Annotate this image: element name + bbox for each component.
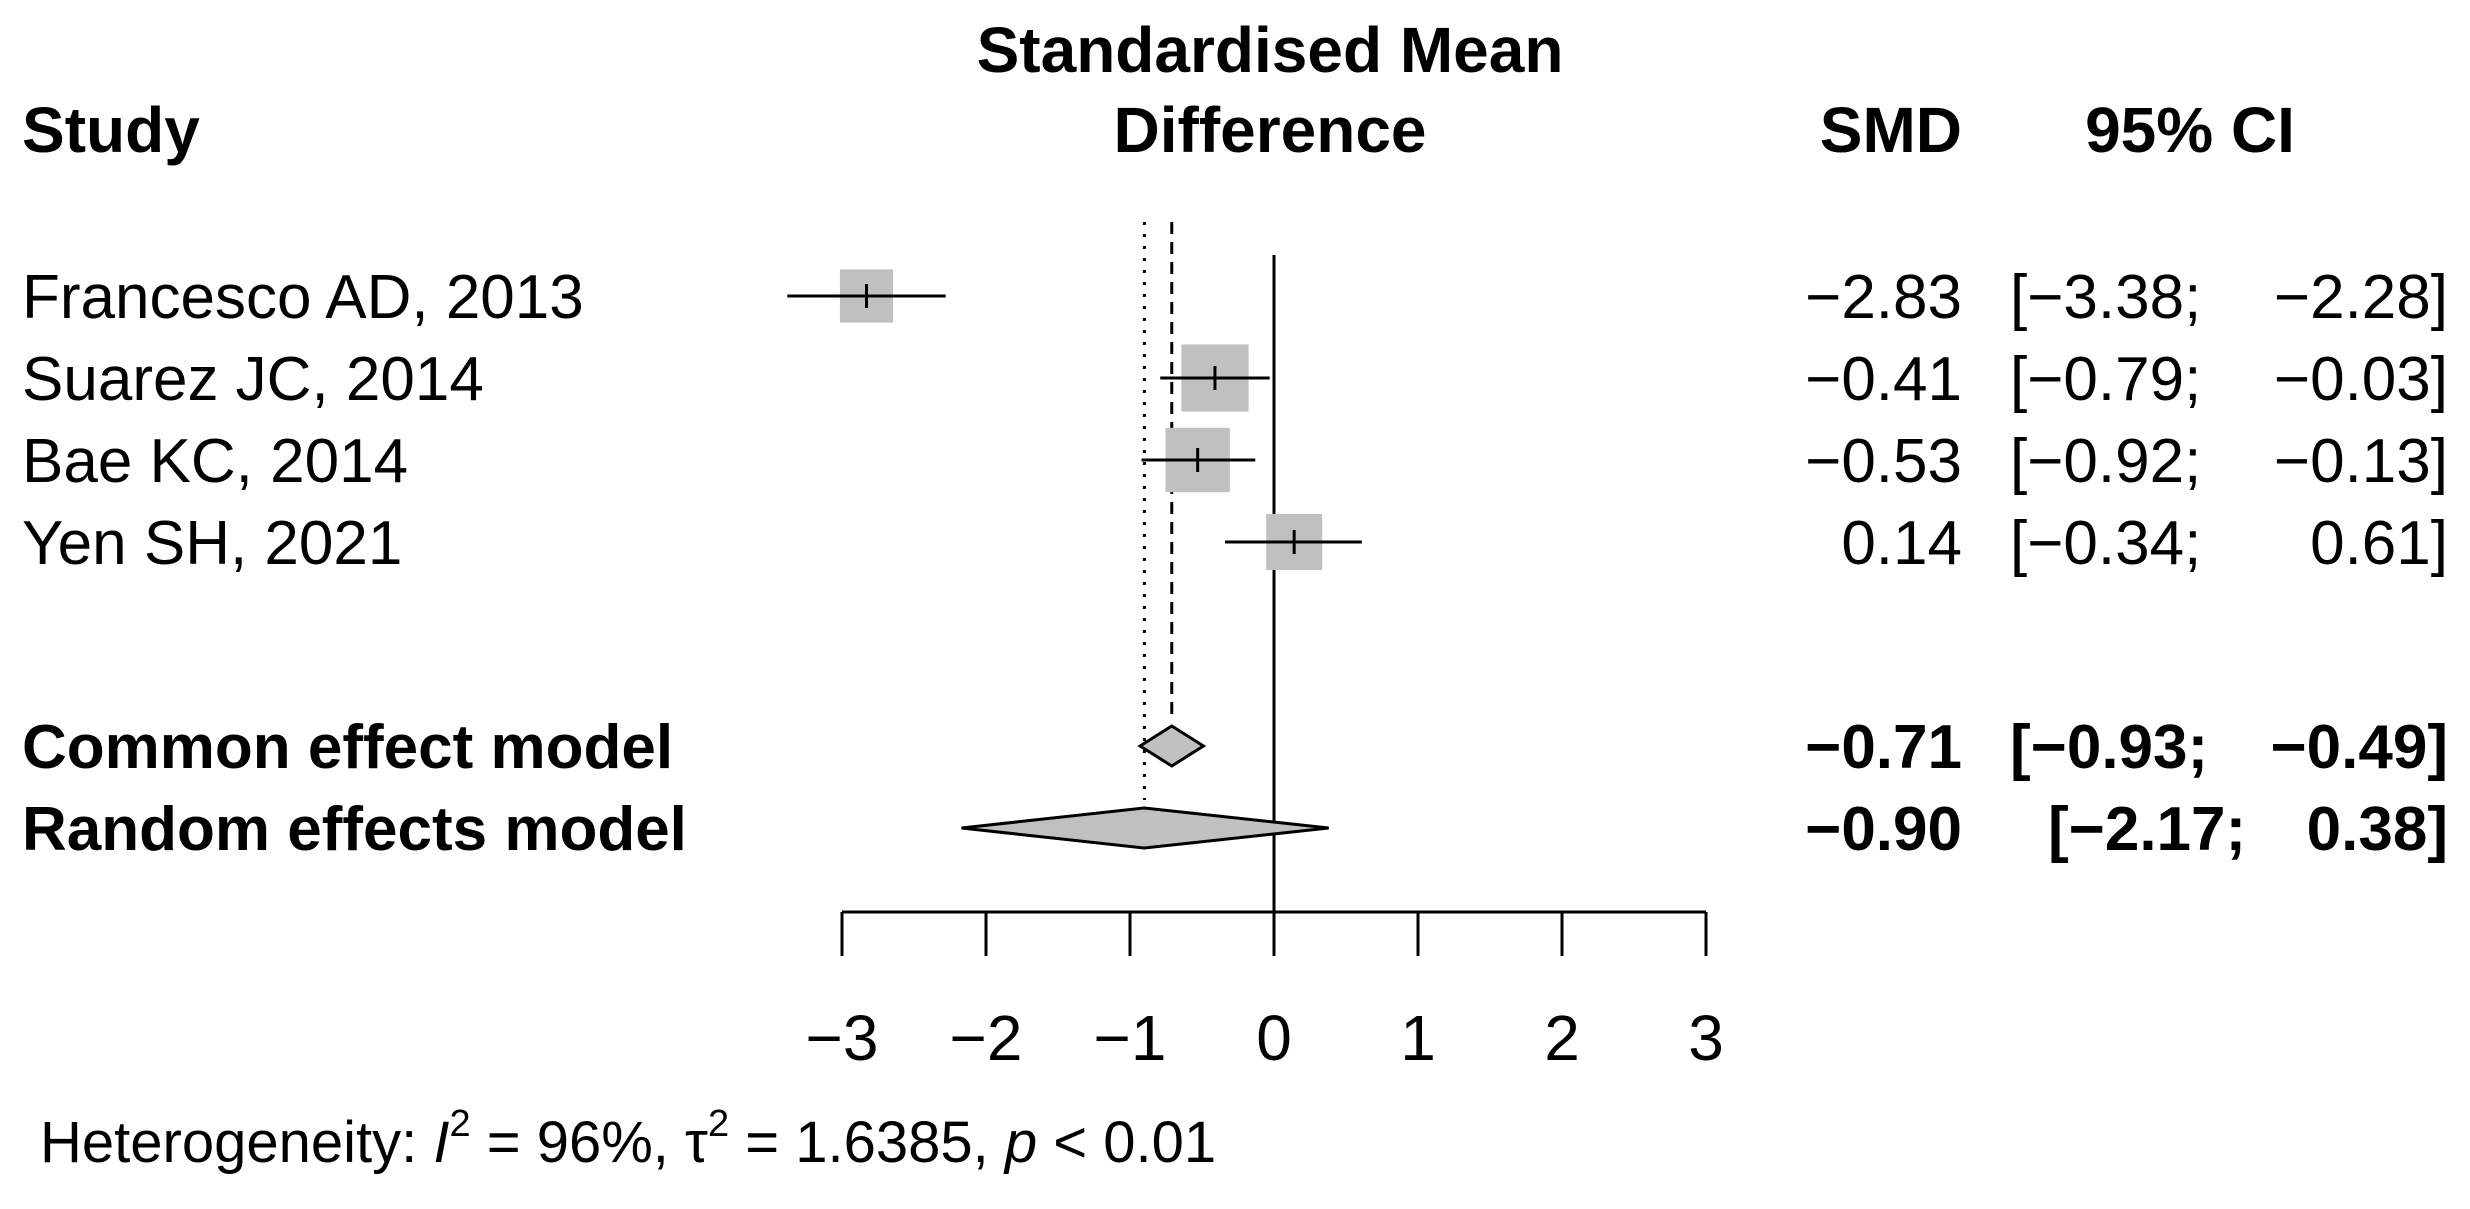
study-smd-value: −0.53 (1805, 427, 1962, 496)
study-ci-upper: −2.28] (2274, 263, 2448, 332)
study-label: Francesco AD, 2013 (22, 263, 584, 332)
x-axis-tick-label: 3 (1688, 1002, 1724, 1074)
header-effect-line1: Standardised Mean (977, 14, 1564, 86)
summary-label: Common effect model (22, 713, 673, 782)
study-ci-upper: −0.03] (2274, 345, 2448, 414)
study-label: Suarez JC, 2014 (22, 345, 484, 414)
summary-ci-upper: 0.38] (2307, 795, 2448, 864)
study-label: Yen SH, 2021 (22, 509, 402, 578)
summary-smd-value: −0.71 (1805, 713, 1962, 782)
plot-area: Francesco AD, 2013 −2.83 [−3.38; −2.28] Suar… (22, 222, 2448, 1074)
heterogeneity-text: Heterogeneity: I2 = 96%, τ2 = 1.6385, p … (40, 1103, 1216, 1175)
study-ci-lower: [−0.34; (2010, 509, 2201, 578)
summary-smd-value: −0.90 (1805, 795, 1962, 864)
study-ci-lower: [−0.92; (2010, 427, 2201, 496)
common-effect-diamond (1137, 724, 1207, 768)
x-axis-tick-label: −3 (806, 1002, 879, 1074)
x-axis-tick-label: −2 (950, 1002, 1023, 1074)
x-axis-tick-label: 2 (1544, 1002, 1580, 1074)
header-smd: SMD (1820, 94, 1962, 166)
study-label: Bae KC, 2014 (22, 427, 408, 496)
header-effect-line2: Difference (1114, 94, 1427, 166)
summary-ci-upper: −0.49] (2270, 713, 2448, 782)
study-ci-upper: −0.13] (2274, 427, 2448, 496)
x-axis-tick-label: 0 (1256, 1002, 1292, 1074)
x-axis-tick-label: −1 (1094, 1002, 1167, 1074)
study-ci-upper: 0.61] (2310, 509, 2448, 578)
study-ci-lower: [−3.38; (2010, 263, 2201, 332)
study-smd-value: 0.14 (1841, 509, 1962, 578)
header-study: Study (22, 94, 200, 166)
study-smd-value: −0.41 (1805, 345, 1962, 414)
summary-label: Random effects model (22, 795, 687, 864)
study-smd-value: −2.83 (1805, 263, 1962, 332)
header-ci: 95% CI (2085, 94, 2295, 166)
study-ci-lower: [−0.79; (2010, 345, 2201, 414)
x-axis-tick-label: 1 (1400, 1002, 1436, 1074)
random-effects-diamond (961, 806, 1329, 850)
summary-ci-lower: [−0.93; (2010, 713, 2208, 782)
summary-ci-lower: [−2.17; (2048, 795, 2246, 864)
